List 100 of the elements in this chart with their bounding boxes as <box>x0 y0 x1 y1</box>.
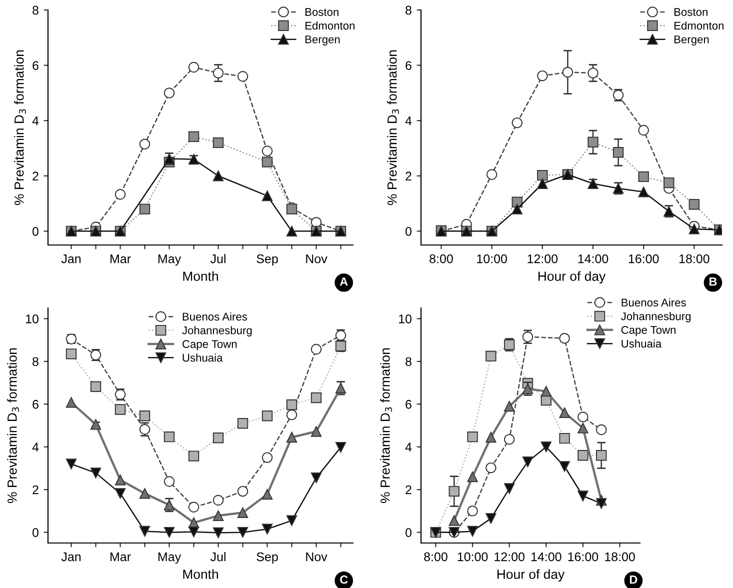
point <box>286 515 298 526</box>
point <box>638 186 649 198</box>
point <box>559 432 570 444</box>
point <box>467 506 478 516</box>
point <box>139 138 150 150</box>
point <box>688 224 700 234</box>
point <box>522 456 534 468</box>
point <box>467 471 478 482</box>
legend-label: Cape Town <box>621 326 676 336</box>
point <box>188 526 200 538</box>
point <box>237 526 248 538</box>
x-tick-label: 14:00 <box>531 552 562 562</box>
x-tick-label: 10:00 <box>477 254 507 264</box>
x-tick-label: Jul <box>210 552 226 562</box>
point <box>467 431 478 442</box>
legend-label: Bergen <box>674 36 709 46</box>
point <box>212 68 224 78</box>
x-axis-title: Month <box>183 271 218 281</box>
point <box>237 486 248 497</box>
point <box>688 199 700 210</box>
legend-label: Johannesburg <box>621 312 691 322</box>
point <box>286 432 298 443</box>
point <box>90 468 102 478</box>
point <box>66 458 77 470</box>
point <box>212 494 224 506</box>
point <box>139 526 150 537</box>
y-tick-label: 2 <box>406 485 412 494</box>
point <box>114 488 126 499</box>
legend-label: Cape Town <box>182 340 237 350</box>
y-tick-label: 8 <box>406 6 412 15</box>
y-tick-label: 10 <box>26 314 38 324</box>
legend-label: Boston <box>305 8 338 16</box>
point <box>588 68 598 78</box>
x-tick-label: 18:00 <box>605 552 635 562</box>
point <box>66 397 77 408</box>
point <box>664 177 674 188</box>
point <box>467 526 478 537</box>
y-tick-label: 10 <box>399 314 412 324</box>
point <box>504 400 515 412</box>
point <box>262 156 273 168</box>
point <box>212 170 224 182</box>
point <box>262 452 273 463</box>
x-tick-label: 10:00 <box>458 552 488 562</box>
point <box>139 204 150 214</box>
y-tick-label: 2 <box>32 172 38 180</box>
y-axis-title: % Previtamin D$_{3}$ formation <box>14 50 26 206</box>
x-tick-label: 8:00 <box>424 552 448 562</box>
point <box>448 515 460 526</box>
legend-label: Edmonton <box>674 21 724 30</box>
legend-label: Ushuaia <box>182 354 223 362</box>
point <box>310 392 322 404</box>
point <box>578 490 588 502</box>
y-tick-label: 4 <box>405 442 412 452</box>
point <box>486 513 496 524</box>
x-tick-label: Mar <box>110 254 131 264</box>
point <box>262 190 273 202</box>
y-tick-label: 0 <box>406 528 412 537</box>
point <box>139 410 150 422</box>
point <box>212 137 224 148</box>
point <box>188 502 200 512</box>
x-tick-label: Jul <box>210 254 226 264</box>
point <box>188 62 200 73</box>
legend-label: Buenos Aires <box>182 312 248 321</box>
point <box>537 70 548 82</box>
point <box>262 524 273 534</box>
y-tick-label: 0 <box>32 528 38 537</box>
point <box>596 450 607 461</box>
point <box>486 169 498 180</box>
point <box>212 432 224 444</box>
point <box>188 131 200 142</box>
x-tick-label: Mar <box>110 552 131 562</box>
point <box>512 204 522 214</box>
x-tick-label: 8:00 <box>430 254 453 264</box>
point <box>286 409 298 420</box>
point <box>486 462 496 474</box>
point <box>588 136 598 148</box>
text: B <box>709 278 717 286</box>
point <box>638 171 649 182</box>
x-tick-label: 16:00 <box>568 552 598 562</box>
point <box>164 476 175 487</box>
x-tick-label: 16:00 <box>628 254 659 264</box>
x-axis-title: Hour of day <box>497 569 565 582</box>
y-tick-label: 0 <box>32 226 38 236</box>
point <box>578 450 588 461</box>
y-tick-label: 2 <box>32 485 38 494</box>
legend-label: Ushuaia <box>622 339 662 348</box>
y-tick-label: 6 <box>32 400 38 409</box>
y-tick-label: 6 <box>32 61 38 70</box>
point <box>540 442 552 452</box>
point <box>638 124 649 136</box>
point <box>139 488 150 499</box>
x-tick-label: 12:00 <box>494 552 524 562</box>
text: C <box>340 575 348 584</box>
y-tick-label: 8 <box>406 357 412 366</box>
y-tick-label: 4 <box>32 442 39 452</box>
point <box>596 498 607 509</box>
point <box>588 178 598 189</box>
legend-label: Bergen <box>305 36 340 46</box>
point <box>578 412 588 422</box>
point <box>114 189 126 200</box>
